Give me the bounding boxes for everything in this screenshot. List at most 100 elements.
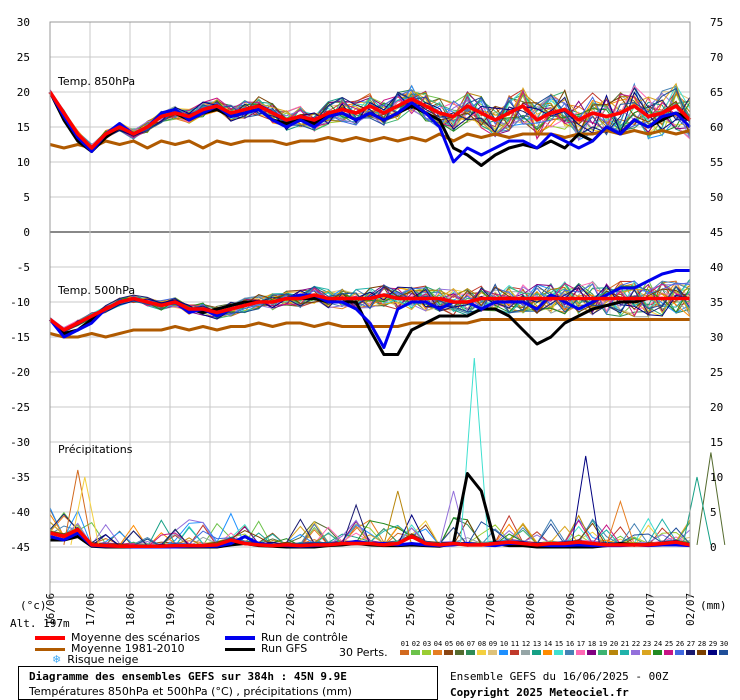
left-tick-label: -10 <box>10 296 30 309</box>
precip-peak <box>341 503 371 546</box>
left-tick-label: 10 <box>17 156 30 169</box>
perturbation-swatch <box>532 650 541 655</box>
x-date-label: 26/06 <box>444 593 457 626</box>
perturbation-swatch <box>521 650 530 655</box>
perturbation-swatch <box>499 650 508 655</box>
perturbation-swatch <box>444 650 453 655</box>
perturbation-legend-item: 13 <box>532 640 542 655</box>
perturbation-swatch <box>675 650 684 655</box>
perturbation-swatch <box>554 650 563 655</box>
main-series <box>48 91 692 549</box>
perturbation-number: 17 <box>576 640 586 648</box>
series-climatology <box>49 318 690 339</box>
precip-peak <box>606 499 635 546</box>
perturbation-number: 15 <box>554 640 564 648</box>
perturbation-legend-item: 07 <box>466 640 476 655</box>
perturbation-number: 27 <box>686 640 696 648</box>
right-axis-unit: (mm) <box>700 599 727 612</box>
perturbation-swatch <box>466 650 475 655</box>
perturbation-number: 30 <box>719 640 729 648</box>
perturbation-legend-item: 23 <box>642 640 652 655</box>
legend-swatch-gfs <box>225 647 255 651</box>
perturbation-line <box>49 87 691 150</box>
x-date-label: 25/06 <box>404 593 417 626</box>
precip-peak <box>459 357 489 545</box>
perturbation-legend: 01 02 03 04 05 06 07 08 09 10 11 12 13 14 15 16 17 18 19 20… <box>400 640 730 660</box>
right-tick-label: 35 <box>710 296 723 309</box>
x-date-label: 20/06 <box>204 593 217 626</box>
perturbation-swatch <box>576 650 585 655</box>
left-tick-label: -30 <box>10 436 30 449</box>
perturbation-number: 04 <box>433 640 443 648</box>
legend-mean-scenarios: Moyenne des scénarios <box>35 631 200 644</box>
perturbation-number: 22 <box>631 640 641 648</box>
perturbation-line <box>49 88 691 150</box>
perturbation-legend-item: 15 <box>554 640 564 655</box>
perturbation-legend-item: 02 <box>411 640 421 655</box>
x-date-label: 29/06 <box>564 593 577 626</box>
perturbation-swatch <box>598 650 607 655</box>
legend-control-run: Run de contrôle <box>225 631 348 644</box>
perturbation-legend-item: 21 <box>620 640 630 655</box>
x-date-label: 19/06 <box>164 593 177 626</box>
perturbation-swatch <box>631 650 640 655</box>
right-tick-label: 5 <box>710 506 717 519</box>
left-tick-label: -20 <box>10 366 30 379</box>
x-date-label: 18/06 <box>124 593 137 626</box>
perturbation-swatch <box>686 650 695 655</box>
perturbation-legend-item: 03 <box>422 640 432 655</box>
legend-gfs-label: Run GFS <box>261 642 308 655</box>
precip-peak <box>63 469 93 545</box>
left-tick-label: 30 <box>17 16 30 29</box>
series-mean-scenarios <box>49 527 691 549</box>
perturbation-number: 12 <box>521 640 531 648</box>
legend-climatology: Moyenne 1981-2010 <box>35 642 185 655</box>
legend-snow-risk: ❄ Risque neige <box>52 653 138 666</box>
perturbation-number: 09 <box>488 640 498 648</box>
x-date-label: 23/06 <box>324 593 337 626</box>
perturbation-legend-item: 04 <box>433 640 443 655</box>
right-tick-label: 0 <box>710 541 717 554</box>
perturbation-number: 02 <box>411 640 421 648</box>
right-tick-label: 45 <box>710 226 723 239</box>
perturbation-legend-item: 05 <box>444 640 454 655</box>
perturbation-legend-item: 16 <box>565 640 575 655</box>
perturbation-legend-item: 09 <box>488 640 498 655</box>
perturbation-number: 07 <box>466 640 476 648</box>
panel-label-precip: Précipitations <box>58 443 133 456</box>
series-mean-scenarios <box>48 293 690 332</box>
perturbation-swatch <box>587 650 596 655</box>
left-tick-label: -40 <box>10 506 30 519</box>
x-date-label: 17/06 <box>84 593 97 626</box>
perturbation-number: 16 <box>565 640 575 648</box>
legend-swatch-control <box>225 636 255 640</box>
left-tick-label: -25 <box>10 401 30 414</box>
perturbation-swatch <box>708 650 717 655</box>
panel-label-850: Temp. 850hPa <box>57 75 135 88</box>
perturbation-legend-item: 22 <box>631 640 641 655</box>
altitude-label: Alt. 197m <box>10 617 70 630</box>
left-tick-label: -35 <box>10 471 30 484</box>
x-date-label: 30/06 <box>604 593 617 626</box>
perturbation-number: 10 <box>499 640 509 648</box>
right-tick-label: 70 <box>710 51 723 64</box>
perturbation-swatch <box>664 650 673 655</box>
left-axis-unit: (°c) <box>20 599 47 612</box>
left-tick-label: -5 <box>17 261 30 274</box>
perturbation-legend-item: 18 <box>587 640 597 655</box>
perturbation-number: 20 <box>609 640 619 648</box>
perturbation-number: 24 <box>653 640 663 648</box>
perturbation-legend-item: 08 <box>477 640 487 655</box>
right-tick-label: 15 <box>710 436 723 449</box>
right-tick-label: 20 <box>710 401 723 414</box>
perturbation-legend-item: 12 <box>521 640 531 655</box>
perturbation-legend-item: 28 <box>697 640 707 655</box>
perturbation-legend-item: 24 <box>653 640 663 655</box>
perturbation-legend-item: 26 <box>675 640 685 655</box>
x-date-label: 21/06 <box>244 593 257 626</box>
perturbation-number: 28 <box>697 640 707 648</box>
perturbation-number: 23 <box>642 640 652 648</box>
right-tick-label: 40 <box>710 261 723 274</box>
perturbation-legend-item: 30 <box>719 640 729 655</box>
